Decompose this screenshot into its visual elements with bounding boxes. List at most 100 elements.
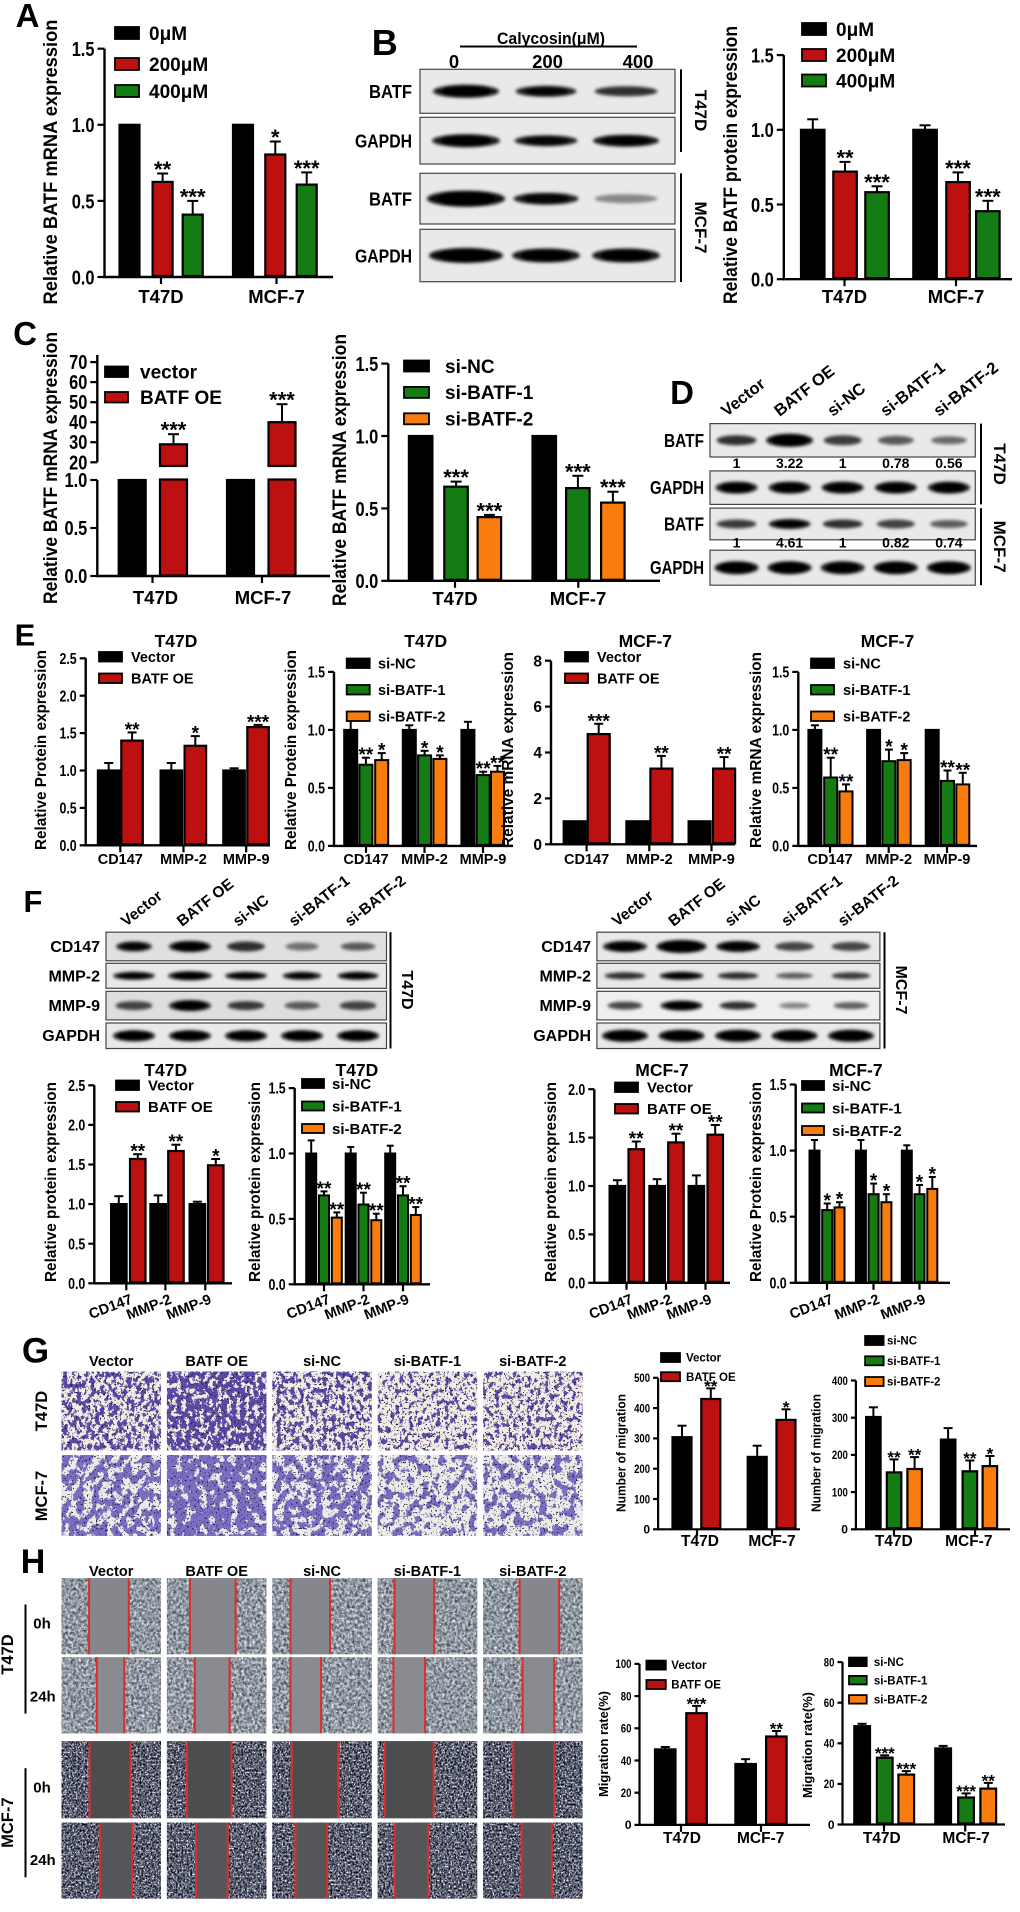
svg-text:GAPDH: GAPDH bbox=[650, 478, 704, 498]
svg-text:Relative BATF mRNA expression: Relative BATF mRNA expression bbox=[41, 20, 62, 305]
svg-text:si-BATF-1: si-BATF-1 bbox=[778, 872, 846, 930]
svg-text:0.5: 0.5 bbox=[60, 801, 77, 818]
svg-text:*: * bbox=[823, 1191, 831, 1212]
svg-text:MCF-7: MCF-7 bbox=[942, 1830, 989, 1847]
svg-text:**: ** bbox=[629, 1129, 644, 1150]
svg-text:1.5: 1.5 bbox=[308, 665, 325, 682]
svg-text:si-NC: si-NC bbox=[230, 892, 272, 930]
svg-text:1.0: 1.0 bbox=[72, 114, 95, 137]
svg-text:T47D: T47D bbox=[432, 588, 477, 609]
svg-text:Vector: Vector bbox=[671, 1660, 707, 1672]
svg-text:Vector: Vector bbox=[118, 888, 166, 931]
svg-text:si-BATF-2: si-BATF-2 bbox=[332, 1121, 402, 1138]
svg-text:si-NC: si-NC bbox=[843, 657, 881, 673]
svg-text:MCF-7: MCF-7 bbox=[861, 631, 914, 651]
svg-text:B: B bbox=[372, 22, 398, 63]
svg-text:si-NC: si-NC bbox=[832, 1078, 871, 1095]
svg-text:BATF OE: BATF OE bbox=[185, 1564, 248, 1580]
svg-text:**: ** bbox=[329, 1200, 344, 1221]
svg-text:si-BATF-1: si-BATF-1 bbox=[887, 1356, 941, 1368]
svg-text:1.5: 1.5 bbox=[60, 726, 77, 743]
svg-text:2: 2 bbox=[533, 791, 542, 808]
svg-text:20: 20 bbox=[69, 451, 87, 474]
svg-text:*: * bbox=[900, 741, 908, 762]
svg-text:C: C bbox=[13, 315, 37, 352]
svg-text:Vector: Vector bbox=[609, 888, 657, 931]
svg-text:BATF OE: BATF OE bbox=[148, 1099, 213, 1116]
svg-text:60: 60 bbox=[824, 1696, 835, 1710]
svg-text:1: 1 bbox=[733, 535, 741, 551]
svg-text:0.5: 0.5 bbox=[68, 1236, 85, 1253]
svg-text:*: * bbox=[870, 1171, 878, 1192]
svg-text:40: 40 bbox=[621, 1754, 632, 1768]
svg-text:40: 40 bbox=[69, 411, 87, 434]
svg-text:0.5: 0.5 bbox=[751, 194, 774, 217]
svg-text:si-NC: si-NC bbox=[874, 1657, 904, 1669]
svg-text:Relative mRNA expression: Relative mRNA expression bbox=[500, 652, 517, 848]
svg-text:E: E bbox=[15, 617, 36, 652]
svg-text:***: *** bbox=[864, 170, 890, 195]
svg-text:MCF-7: MCF-7 bbox=[928, 286, 985, 307]
svg-text:200μM: 200μM bbox=[149, 55, 208, 76]
svg-text:***: *** bbox=[875, 1744, 895, 1763]
svg-text:0: 0 bbox=[625, 1818, 632, 1832]
svg-text:G: G bbox=[22, 1332, 49, 1371]
svg-text:T47D: T47D bbox=[681, 1533, 719, 1550]
svg-text:**: ** bbox=[654, 743, 669, 764]
svg-text:24h: 24h bbox=[30, 1689, 56, 1706]
svg-text:si-BATF-2: si-BATF-2 bbox=[843, 710, 910, 726]
svg-text:1.0: 1.0 bbox=[772, 723, 789, 740]
svg-text:6: 6 bbox=[533, 699, 542, 716]
svg-text:MCF-7: MCF-7 bbox=[748, 1533, 795, 1550]
svg-text:0.0: 0.0 bbox=[72, 266, 95, 289]
svg-text:20: 20 bbox=[621, 1786, 632, 1800]
svg-text:**: ** bbox=[169, 1132, 184, 1153]
svg-text:***: *** bbox=[600, 475, 626, 500]
svg-text:0: 0 bbox=[841, 1523, 848, 1537]
svg-text:***: *** bbox=[247, 712, 270, 733]
svg-text:1.0: 1.0 bbox=[751, 119, 774, 142]
svg-text:Relative Protein expression: Relative Protein expression bbox=[283, 650, 300, 850]
svg-text:si-NC: si-NC bbox=[303, 1564, 341, 1580]
svg-text:0: 0 bbox=[643, 1523, 650, 1537]
svg-text:Vector: Vector bbox=[686, 1353, 722, 1365]
svg-text:si-NC: si-NC bbox=[445, 357, 495, 378]
svg-text:Vector: Vector bbox=[131, 650, 176, 666]
svg-text:60: 60 bbox=[69, 371, 87, 394]
svg-text:400: 400 bbox=[634, 1401, 650, 1415]
svg-text:A: A bbox=[16, 0, 40, 34]
svg-text:24h: 24h bbox=[30, 1852, 56, 1869]
svg-text:MMP-9: MMP-9 bbox=[539, 998, 591, 1015]
svg-text:Relative Protein expression: Relative Protein expression bbox=[33, 650, 50, 850]
svg-text:300: 300 bbox=[634, 1432, 650, 1446]
svg-text:GAPDH: GAPDH bbox=[650, 558, 704, 578]
svg-text:MMP-2: MMP-2 bbox=[539, 968, 591, 985]
svg-text:***: *** bbox=[477, 498, 503, 523]
svg-text:***: *** bbox=[161, 418, 187, 443]
svg-text:100: 100 bbox=[616, 1657, 632, 1671]
svg-text:si-BATF-1: si-BATF-1 bbox=[394, 1564, 461, 1580]
svg-text:*: * bbox=[885, 737, 893, 758]
svg-text:***: *** bbox=[269, 388, 295, 413]
svg-text:0: 0 bbox=[533, 837, 542, 854]
svg-text:CD147: CD147 bbox=[50, 939, 100, 956]
svg-text:MCF-7: MCF-7 bbox=[892, 966, 909, 1015]
svg-text:MMP-9: MMP-9 bbox=[48, 998, 100, 1015]
svg-text:1: 1 bbox=[733, 455, 741, 471]
svg-text:MMP-2: MMP-2 bbox=[865, 852, 912, 868]
svg-text:si-BATF-2: si-BATF-2 bbox=[499, 1354, 566, 1370]
svg-text:MMP-2: MMP-2 bbox=[626, 852, 673, 868]
svg-text:*: * bbox=[929, 1165, 937, 1186]
svg-text:**: ** bbox=[717, 745, 732, 766]
svg-text:MMP-9: MMP-9 bbox=[924, 852, 971, 868]
svg-text:2.5: 2.5 bbox=[60, 651, 77, 668]
svg-text:0.0: 0.0 bbox=[269, 1277, 286, 1294]
svg-text:**: ** bbox=[125, 720, 140, 741]
svg-text:si-BATF-1: si-BATF-1 bbox=[286, 872, 354, 930]
svg-text:1.0: 1.0 bbox=[308, 723, 325, 740]
svg-text:H: H bbox=[21, 1543, 46, 1581]
svg-text:Vector: Vector bbox=[89, 1354, 134, 1370]
svg-text:**: ** bbox=[359, 745, 374, 766]
svg-text:**: ** bbox=[955, 760, 970, 781]
svg-text:***: *** bbox=[945, 156, 971, 181]
